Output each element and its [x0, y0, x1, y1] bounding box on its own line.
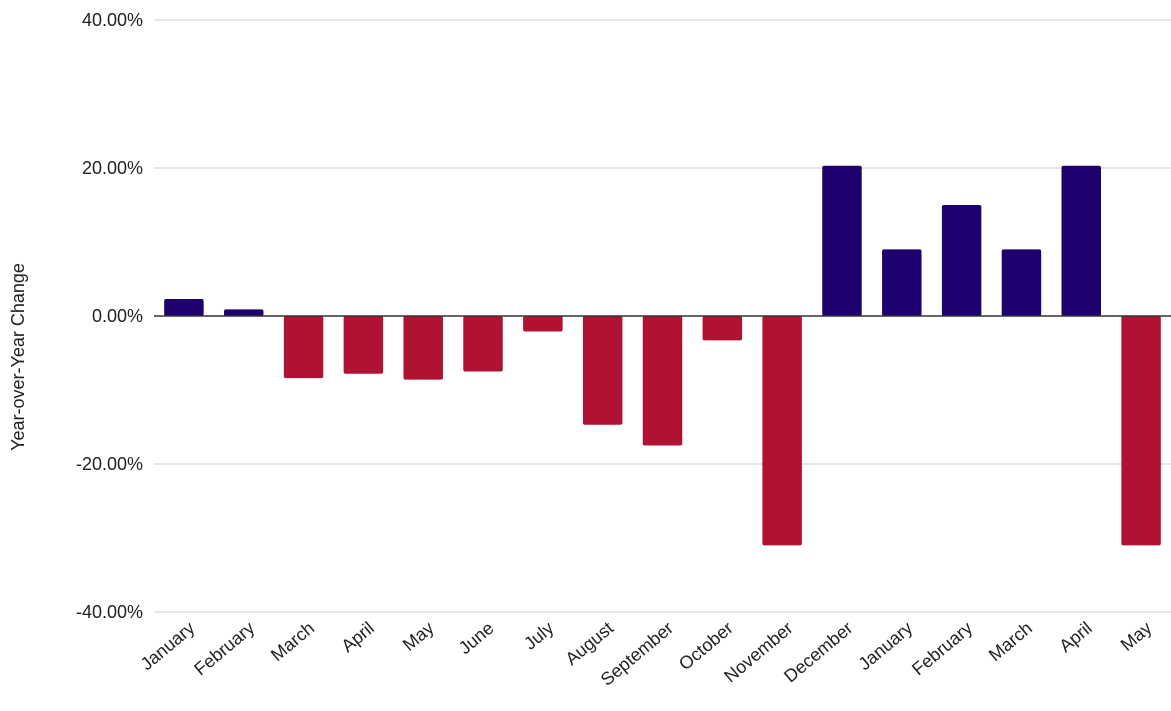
y-tick-label: 40.00% — [82, 10, 143, 30]
x-tick-label: March — [267, 618, 318, 665]
bar — [403, 316, 443, 380]
bar — [822, 165, 862, 316]
bars — [164, 165, 1161, 546]
bar — [702, 316, 743, 341]
x-tick-label: February — [190, 618, 258, 680]
y-tick-label: 20.00% — [82, 158, 143, 178]
bar — [463, 316, 503, 372]
bar — [343, 316, 384, 374]
bar — [1121, 316, 1161, 546]
bar — [642, 316, 683, 446]
x-tick-label: January — [854, 618, 916, 674]
x-tick-label: May — [1117, 618, 1156, 655]
x-tick-label: January — [137, 618, 199, 674]
y-axis-title: Year-over-Year Change — [8, 263, 28, 451]
bar — [1061, 165, 1102, 316]
bar — [762, 316, 802, 546]
x-tick-label: May — [399, 618, 438, 655]
x-tick-label: July — [520, 618, 557, 654]
bar — [283, 316, 324, 379]
bar — [582, 316, 623, 425]
x-tick-label: June — [455, 618, 498, 658]
y-axis-ticks: 40.00% 20.00% 0.00% -20.00% -40.00% — [76, 10, 143, 622]
bar — [223, 309, 264, 316]
bar — [941, 205, 982, 316]
x-tick-label: August — [561, 618, 617, 669]
bar — [882, 249, 922, 316]
y-tick-label: -40.00% — [76, 602, 143, 622]
x-tick-label: February — [908, 618, 976, 680]
bar — [1001, 249, 1042, 316]
x-tick-label: April — [338, 618, 378, 656]
gridlines — [154, 19, 1171, 613]
y-tick-label: -20.00% — [76, 454, 143, 474]
x-tick-label: March — [985, 618, 1036, 665]
y-tick-label: 0.00% — [92, 306, 143, 326]
bar — [164, 298, 204, 316]
x-tick-label: April — [1055, 618, 1095, 656]
bar — [523, 316, 563, 332]
